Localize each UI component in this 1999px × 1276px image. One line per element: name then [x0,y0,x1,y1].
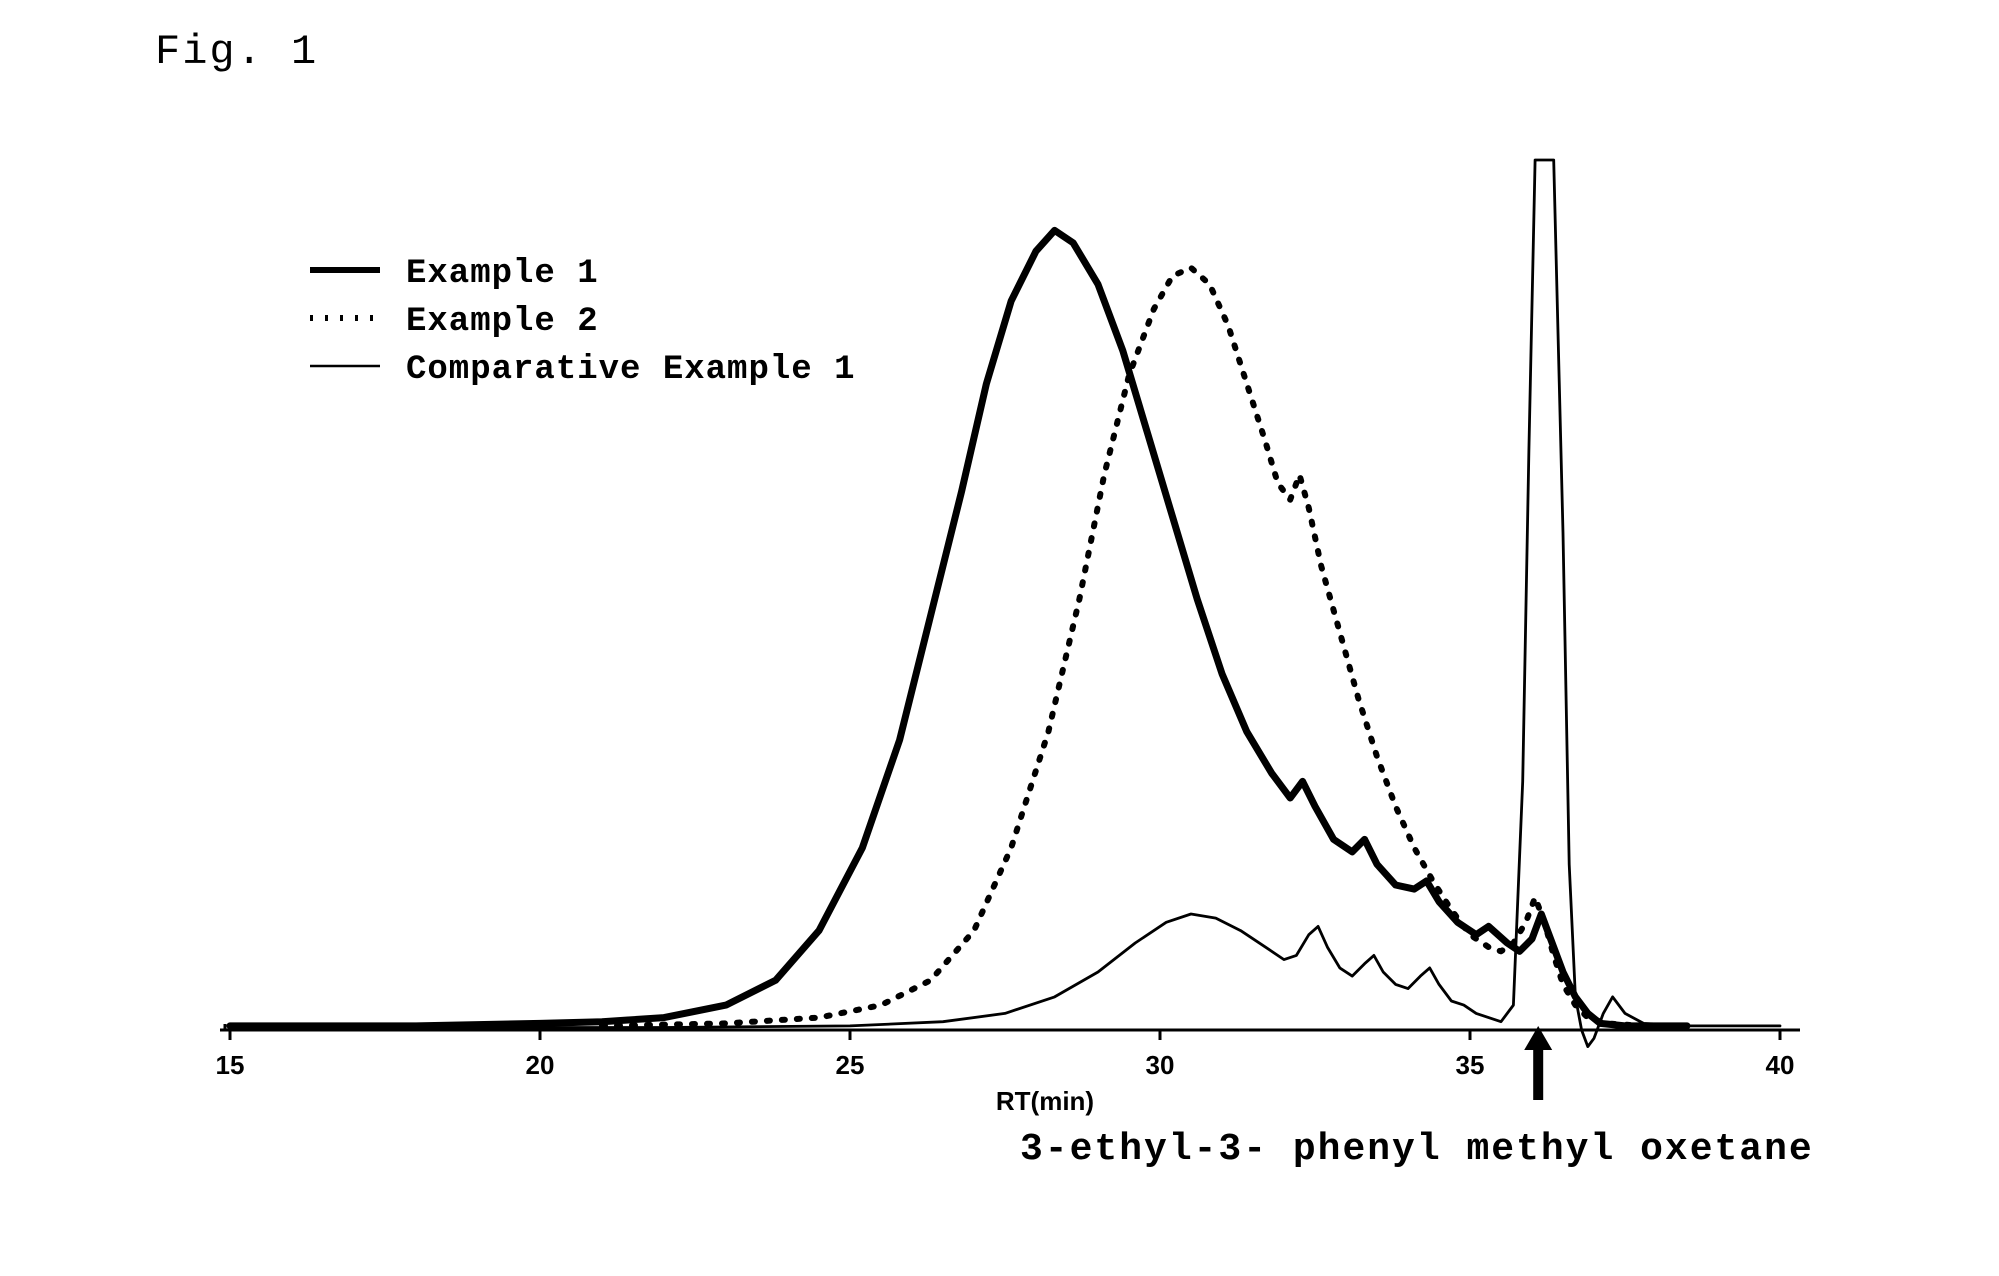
legend-label: Example 2 [406,303,599,341]
x-axis-ticks: 15 20 25 30 35 40 RT(min) [216,1030,1795,1116]
figure-label: Fig. 1 [155,28,318,76]
gpc-chromatogram-chart: 15 20 25 30 35 40 RT(min) Example 1 Example 2 Co… [170,120,1870,1140]
x-tick-label: 40 [1766,1050,1795,1080]
annotation-arrow [1524,1026,1552,1100]
x-tick-label: 15 [216,1050,245,1080]
x-tick-label: 30 [1146,1050,1175,1080]
chart-container: 15 20 25 30 35 40 RT(min) Example 1 Example 2 Co… [170,120,1870,1140]
chart-legend: Example 1 Example 2 Comparative Example 1 [310,255,855,389]
x-tick-label: 25 [836,1050,865,1080]
legend-label: Comparative Example 1 [406,351,855,389]
x-tick-label: 35 [1456,1050,1485,1080]
series-example1 [230,230,1687,1026]
x-tick-label: 20 [526,1050,555,1080]
legend-label: Example 1 [406,255,599,293]
peak-annotation-label: 3-ethyl-3- phenyl methyl oxetane [1020,1128,1814,1171]
x-axis-label: RT(min) [996,1086,1094,1116]
